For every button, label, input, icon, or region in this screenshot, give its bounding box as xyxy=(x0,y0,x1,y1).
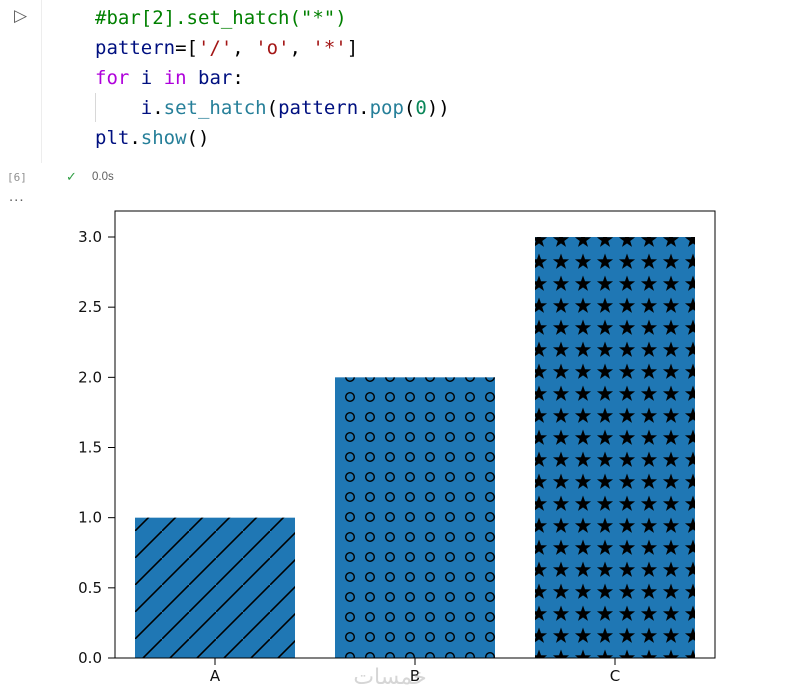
x-tick-label: A xyxy=(210,667,221,685)
code-token-punct: =[ xyxy=(175,37,198,59)
y-tick-label: 0.0 xyxy=(78,649,102,667)
run-cell-button[interactable]: ▷ xyxy=(14,6,28,25)
y-tick-label: 0.5 xyxy=(78,579,102,597)
y-tick-label: 2.0 xyxy=(78,368,102,386)
code-token-function: pop xyxy=(369,97,404,119)
code-token-variable: plt xyxy=(95,127,130,149)
code-token-punct: . xyxy=(129,127,141,149)
chart-svg: 0.0 0.5 1.0 1.5 2.0 2.5 3.0 A B C خمسات xyxy=(78,210,716,690)
watermark-text: خمسات xyxy=(353,665,426,690)
code-line[interactable]: #bar[2].set_hatch("*") xyxy=(95,3,450,33)
x-tick-label: B xyxy=(410,667,420,685)
execution-time: 0.0s xyxy=(92,171,114,183)
bar-hatch-A xyxy=(135,517,295,658)
execution-count: [6] xyxy=(7,171,27,184)
code-line[interactable]: plt.show() xyxy=(95,123,450,153)
chart-bars xyxy=(135,237,695,658)
output-overflow-indicator[interactable]: ... xyxy=(9,188,25,205)
code-token-punct: ] xyxy=(346,37,359,59)
code-lines: #bar[2].set_hatch("*") pattern=['/', 'o',… xyxy=(95,3,450,153)
code-token-punct: . xyxy=(152,97,164,119)
code-token-function: show xyxy=(140,127,187,149)
code-token-punct: , xyxy=(289,37,313,59)
bar-hatch-C xyxy=(535,237,695,658)
code-token-variable: pattern xyxy=(278,97,359,119)
y-tick-label: 1.5 xyxy=(78,439,102,457)
code-editor[interactable]: #bar[2].set_hatch("*") pattern=['/', 'o',… xyxy=(95,3,450,153)
chart-axes: 0.0 0.5 1.0 1.5 2.0 2.5 3.0 A B C xyxy=(78,228,620,685)
indent-guide xyxy=(95,93,141,122)
code-token-string: 'o' xyxy=(255,37,290,59)
code-token-punct xyxy=(187,67,198,89)
code-token-punct xyxy=(152,67,163,89)
code-token-punct xyxy=(129,67,140,89)
cell-status-bar: [6] ✓ 0.0s xyxy=(0,168,800,188)
y-tick-label: 2.5 xyxy=(78,298,102,316)
code-token-variable: i xyxy=(140,97,153,119)
code-token-variable: bar xyxy=(198,67,233,89)
code-token-variable: i xyxy=(140,67,153,89)
code-token-keyword: for xyxy=(95,67,130,89)
code-line[interactable]: pattern=['/', 'o', '*'] xyxy=(95,33,450,63)
code-cell: ▷ #bar[2].set_hatch("*") pattern=['/', 'o… xyxy=(0,0,800,164)
y-tick-label: 3.0 xyxy=(78,228,102,246)
plot-border xyxy=(114,210,716,659)
cell-gutter-divider xyxy=(41,0,42,163)
code-token-function: set_hatch xyxy=(163,97,267,119)
code-token-punct: () xyxy=(186,127,210,149)
code-line[interactable]: for i in bar: xyxy=(95,63,450,93)
code-token-punct: , xyxy=(232,37,256,59)
code-token-variable: pattern xyxy=(95,37,176,59)
code-token-comment: #bar[2].set_hatch("*") xyxy=(95,7,347,29)
code-token-punct: : xyxy=(232,67,244,89)
code-token-number: 0 xyxy=(415,97,427,119)
code-line[interactable]: i.set_hatch(pattern.pop(0)) xyxy=(95,93,450,123)
code-token-keyword: in xyxy=(163,67,187,89)
success-check-icon: ✓ xyxy=(66,169,77,184)
code-token-string: '*' xyxy=(312,37,347,59)
x-tick-label: C xyxy=(610,667,620,685)
code-token-punct: . xyxy=(358,97,370,119)
code-token-string: '/' xyxy=(197,37,233,59)
bar-hatch-B xyxy=(335,377,495,658)
code-token-punct: )) xyxy=(426,97,450,119)
code-token-punct: ( xyxy=(403,97,416,119)
code-token-punct: ( xyxy=(266,97,279,119)
y-tick-label: 1.0 xyxy=(78,509,102,527)
